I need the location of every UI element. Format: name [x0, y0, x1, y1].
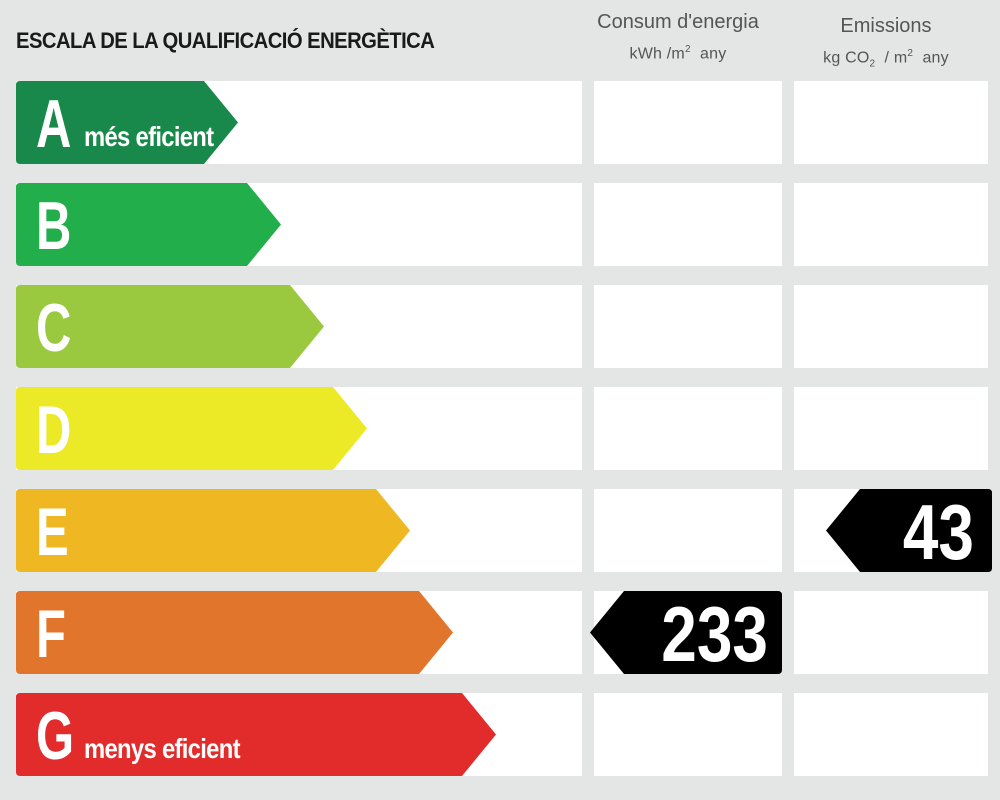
scale-cell-b: B [16, 183, 582, 266]
rating-arrow-e: E [16, 489, 410, 572]
rating-arrow-shape-a [16, 81, 238, 164]
emissions-indicator: 43 [826, 488, 992, 576]
rating-letter-f: F [36, 596, 66, 672]
consum-cell-a [594, 81, 782, 164]
rating-letter-a: A [36, 86, 72, 162]
rating-arrow-shape-f [16, 591, 453, 674]
consum-cell-c [594, 285, 782, 368]
consum-header-unit: kWh /m2 any [629, 44, 727, 63]
emissions-header-unit: kg CO2 / m2 any [823, 48, 949, 70]
scale-cell-d: D [16, 387, 582, 470]
rating-letter-b: B [36, 188, 72, 264]
consum-header: Consum d'energia kWh /m2 any [578, 8, 778, 68]
consum-header-title: Consum d'energia [597, 11, 759, 33]
emissions-cell-a [794, 81, 988, 164]
emissions-cell-g [794, 693, 988, 776]
consum-indicator-shape [590, 591, 782, 674]
emissions-cell-c [794, 285, 988, 368]
consum-cell-g [594, 693, 782, 776]
emissions-indicator-value: 43 [902, 488, 974, 576]
rating-arrow-shape-d [16, 387, 367, 470]
rating-letter-c: C [36, 290, 72, 366]
rating-arrow-shape-g [16, 693, 496, 776]
rating-letter-d: D [36, 392, 72, 468]
consum-cell-b [594, 183, 782, 266]
page-title: ESCALA DE LA QUALIFICACIÓ ENERGÈTICA [16, 28, 435, 53]
rating-row-b: B [16, 183, 988, 266]
rating-arrow-d: D [16, 387, 367, 470]
rating-arrow-shape-c [16, 285, 324, 368]
rating-arrow-b: B [16, 183, 281, 266]
consum-cell-d [594, 387, 782, 470]
rating-letter-g: G [36, 698, 75, 774]
rating-arrow-shape-e [16, 489, 410, 572]
emissions-cell-f [794, 591, 988, 674]
emissions-indicator-shape [826, 489, 992, 572]
emissions-header-title: Emissions [840, 15, 932, 37]
emissions-cell-d [794, 387, 988, 470]
rating-subtitle-g: menys eficient [84, 733, 241, 764]
rating-letter-e: E [36, 494, 69, 570]
emissions-header: Emissions kg CO2 / m2 any [786, 12, 986, 79]
rating-row-f: F 233 [16, 590, 988, 678]
scale-cell-e: E [16, 489, 582, 572]
consum-indicator: 233 [590, 590, 782, 678]
rating-row-e: E 43 [16, 489, 992, 575]
scale-cell-f: F [16, 591, 582, 674]
consum-cell-e [594, 489, 782, 572]
rating-row-d: D [16, 387, 988, 470]
rating-arrow-f: F [16, 591, 453, 674]
rating-subtitle-a: més eficient [84, 121, 214, 152]
rating-row-c: C [16, 285, 988, 368]
scale-cell-c: C [16, 285, 582, 368]
rating-arrow-c: C [16, 285, 324, 368]
emissions-cell-b [794, 183, 988, 266]
rating-arrow-shape-b [16, 183, 281, 266]
consum-indicator-value: 233 [661, 590, 768, 678]
